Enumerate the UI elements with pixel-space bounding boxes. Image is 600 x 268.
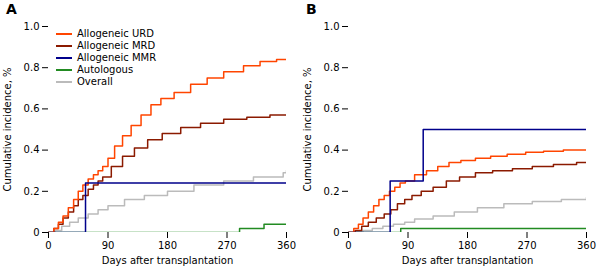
svg-text:90: 90 <box>402 240 415 251</box>
svg-text:0.4: 0.4 <box>324 144 340 155</box>
svg-text:Cumulative incidence, %: Cumulative incidence, % <box>2 68 13 192</box>
svg-text:0: 0 <box>345 240 351 251</box>
svg-text:0.6: 0.6 <box>324 103 340 114</box>
html-text:Allogeneic URD: Allogeneic URD <box>77 28 154 39</box>
svg-text:1.0: 1.0 <box>24 21 40 32</box>
svg-text:0.4: 0.4 <box>24 144 40 155</box>
svg-text:0.8: 0.8 <box>24 62 40 73</box>
html-text:Allogeneic MRD: Allogeneic MRD <box>77 40 156 51</box>
svg-text:360: 360 <box>277 240 296 251</box>
svg-text:Days after transplantation: Days after transplantation <box>402 255 533 266</box>
svg-text:Days after transplantation: Days after transplantation <box>102 255 233 266</box>
svg-text:0: 0 <box>45 240 51 251</box>
html-text:Overall: Overall <box>77 76 113 87</box>
svg-text:0.2: 0.2 <box>324 186 340 197</box>
svg-text:0.2: 0.2 <box>24 186 40 197</box>
svg-text:270: 270 <box>217 240 236 251</box>
svg-text:270: 270 <box>517 240 536 251</box>
svg-text:Cumulative incidence, %: Cumulative incidence, % <box>302 68 313 192</box>
html-text:Autologous: Autologous <box>77 64 134 75</box>
svg-text:0: 0 <box>333 227 339 238</box>
html-text:Allogeneic MMR: Allogeneic MMR <box>77 52 157 63</box>
svg-text:0: 0 <box>33 227 39 238</box>
svg-text:90: 90 <box>102 240 115 251</box>
svg-text:0.6: 0.6 <box>24 103 40 114</box>
svg-text:360: 360 <box>577 240 596 251</box>
svg-text:180: 180 <box>458 240 477 251</box>
svg-text:180: 180 <box>158 240 177 251</box>
html-text:A: A <box>6 1 17 17</box>
html-text:B: B <box>306 1 317 17</box>
svg-text:1.0: 1.0 <box>324 21 340 32</box>
svg-text:0.8: 0.8 <box>324 62 340 73</box>
